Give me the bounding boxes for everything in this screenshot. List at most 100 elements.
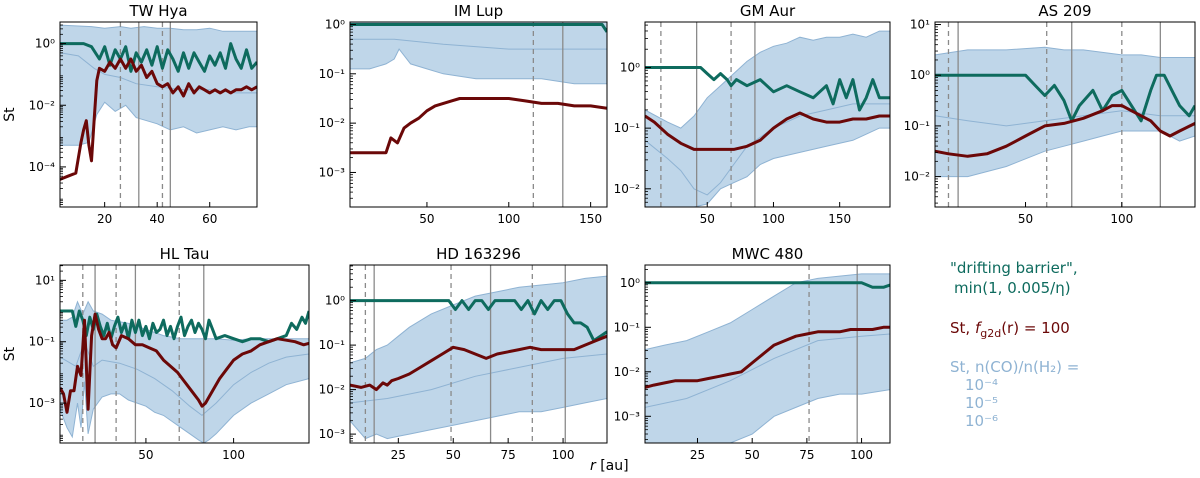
panel-4-co-band — [935, 46, 1195, 178]
panel-1: 20 40 60 10⁰ 10⁻² 10⁻⁴ TW Hya St — [2, 2, 258, 226]
panel-6-fg2d-line — [350, 334, 607, 392]
panel-1-ytick-label-1: 10⁰ — [35, 37, 55, 51]
panel-3-title: GM Aur — [740, 2, 796, 20]
panel-5-y-axis-label: St — [2, 346, 18, 361]
legend-fg2d-suffix: (r) = 100 — [1001, 319, 1070, 337]
legend-co-value-1: 10⁻⁴ — [965, 376, 998, 394]
panel-2-co-mid-line — [350, 38, 607, 50]
panel-2-xtick-label-1: 50 — [419, 212, 434, 226]
figure-x-axis-label: r [au] — [590, 458, 629, 474]
panel-1-y-axis-label: St — [2, 107, 18, 122]
panel-4-xtick-label-2: 100 — [1110, 212, 1133, 226]
panel-5-ytick-label-2: 10⁻¹ — [29, 335, 56, 349]
panel-7-co-band — [645, 273, 890, 443]
panel-6-ytick-label-1: 10⁰ — [325, 294, 345, 308]
panel-2-ytick-label-2: 10⁻¹ — [319, 67, 346, 81]
panel-5: 50 100 10¹ 10⁻¹ 10⁻³ HL Tau St — [2, 245, 310, 462]
panel-4-drift-line — [935, 73, 1195, 123]
legend-co-value-2: 10⁻⁵ — [965, 394, 998, 412]
panel-5-xtick-label-2: 100 — [222, 448, 245, 462]
panel-7-fg2d-line — [645, 325, 890, 389]
panel-7-ytick-label-4: 10⁻³ — [614, 409, 641, 423]
panel-7-xtick-label-4: 100 — [850, 448, 873, 462]
panel-5-title: HL Tau — [160, 245, 210, 263]
legend: "drifting barrier", min(1, 0.005/η) St, … — [950, 259, 1079, 430]
panel-2: 50 100 150 10⁰ 10⁻¹ 10⁻² 10⁻³ IM Lup — [319, 2, 608, 226]
panel-6-frame — [349, 264, 608, 444]
panel-2-ytick-label-1: 10⁰ — [325, 17, 345, 31]
panel-4-fg2d-line — [935, 104, 1195, 158]
panel-2-title: IM Lup — [454, 2, 503, 20]
panel-6-ytick-label-4: 10⁻³ — [319, 427, 346, 441]
panel-6-xtick-label-1: 25 — [391, 448, 406, 462]
panel-6-xtick-label-2: 50 — [446, 448, 461, 462]
panel-3-co-mid-line — [645, 103, 890, 196]
panel-6-xtick-label-4: 100 — [552, 448, 575, 462]
legend-co-line1: St, n(CO)/n(H₂) = — [950, 358, 1079, 376]
panel-2-frame — [349, 21, 608, 208]
panel-7-co-mid-line — [645, 333, 890, 408]
panel-3-frame — [644, 21, 891, 208]
panel-5-ytick-label-1: 10¹ — [35, 273, 55, 287]
panel-7-xtick-label-2: 50 — [745, 448, 760, 462]
legend-fg2d-sub: g2d — [980, 327, 1001, 340]
panel-1-xtick-label-3: 60 — [202, 212, 217, 226]
panel-4-frame — [934, 21, 1196, 208]
panel-3-drift-line — [645, 66, 890, 112]
panel-7-title: MWC 480 — [732, 245, 804, 263]
panel-3-xtick-label-2: 100 — [762, 212, 785, 226]
panel-4-title: AS 209 — [1038, 2, 1091, 20]
panel-6-ytick-label-3: 10⁻² — [319, 383, 346, 397]
panel-5-xtick-label-1: 50 — [138, 448, 153, 462]
panel-6-co-mid-line — [350, 353, 607, 404]
panel-7: 25 50 75 100 10⁰ 10⁻¹ 10⁻² 10⁻³ MWC 480 — [614, 245, 891, 462]
panel-2-ytick-label-3: 10⁻² — [319, 116, 346, 130]
panel-6: 25 50 75 100 10⁰ 10⁻¹ 10⁻² 10⁻³ HD 163296 — [319, 245, 608, 462]
panel-1-drift-line — [60, 42, 257, 73]
panel-2-xtick-label-3: 150 — [579, 212, 602, 226]
panel-3-ytick-label-1: 10⁰ — [620, 60, 640, 74]
legend-fg2d-prefix: St, — [950, 319, 975, 337]
panel-1-xtick-label-1: 20 — [97, 212, 112, 226]
panel-1-ytick-label-2: 10⁻² — [29, 98, 56, 112]
panel-5-drift-line — [60, 309, 309, 344]
panel-6-ytick-label-2: 10⁻¹ — [319, 338, 346, 352]
panel-3: 50 100 150 10⁰ 10⁻¹ 10⁻² GM Aur — [614, 2, 891, 226]
legend-drift-line1: "drifting barrier", — [950, 259, 1078, 277]
panel-7-xtick-label-3: 75 — [799, 448, 814, 462]
legend-fg2d-math: f — [975, 319, 983, 337]
panel-6-title: HD 163296 — [436, 245, 521, 263]
panel-7-ytick-label-2: 10⁻¹ — [614, 320, 641, 334]
panel-3-ytick-label-2: 10⁻¹ — [614, 121, 641, 135]
panel-2-co-band — [350, 22, 607, 85]
panel-3-ytick-label-3: 10⁻² — [614, 182, 641, 196]
panel-7-ytick-label-3: 10⁻² — [614, 365, 641, 379]
panel-4-ytick-label-3: 10⁻¹ — [904, 119, 931, 133]
panel-4-ytick-label-4: 10⁻² — [904, 170, 931, 184]
legend-co-value-3: 10⁻⁶ — [965, 412, 998, 430]
panel-7-frame — [644, 264, 891, 444]
panel-4: 50 100 10¹ 10⁰ 10⁻¹ 10⁻² AS 209 — [904, 2, 1196, 226]
x-axis-label-unit: [au] — [596, 458, 629, 474]
panel-1-title: TW Hya — [128, 2, 187, 20]
panel-1-ytick-label-3: 10⁻⁴ — [29, 160, 56, 174]
panel-4-ytick-label-1: 10¹ — [910, 18, 930, 32]
legend-drift-line2: min(1, 0.005/η) — [954, 279, 1071, 297]
panel-2-ytick-label-4: 10⁻³ — [319, 165, 346, 179]
panel-6-co-band — [350, 275, 607, 440]
panel-7-xtick-label-1: 25 — [690, 448, 705, 462]
panel-3-xtick-label-3: 150 — [828, 212, 851, 226]
legend-fg2d: St, fg2d(r) = 100 — [950, 319, 1070, 340]
panel-4-co-mid-line — [935, 110, 1195, 127]
panel-4-ytick-label-2: 10⁰ — [910, 68, 930, 82]
panel-4-xtick-label-1: 50 — [1018, 212, 1033, 226]
panel-2-drift-line — [350, 23, 607, 33]
panel-1-fg2d-line — [60, 57, 257, 181]
panel-3-xtick-label-1: 50 — [700, 212, 715, 226]
panel-2-xtick-label-2: 100 — [497, 212, 520, 226]
x-axis-label-var: r — [590, 458, 597, 474]
panel-7-ytick-label-1: 10⁰ — [620, 276, 640, 290]
panel-2-fg2d-line — [350, 97, 607, 155]
panel-7-drift-line — [645, 281, 890, 289]
